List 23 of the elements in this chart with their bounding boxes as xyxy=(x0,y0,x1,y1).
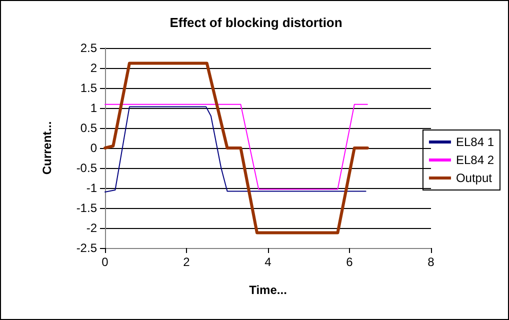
y-tick-label: -1 xyxy=(86,181,98,195)
y-tick-label: 2.5 xyxy=(80,41,98,55)
x-tick-label: 4 xyxy=(264,255,272,269)
x-tick-label: 8 xyxy=(428,255,435,269)
x-tick-label: 2 xyxy=(183,255,190,269)
y-tick-label: 0 xyxy=(90,141,98,155)
legend-label: EL84 1 xyxy=(456,135,494,149)
y-axis-title: Current... xyxy=(40,121,54,175)
y-tick-label: 1 xyxy=(90,101,98,115)
x-tick-label: 6 xyxy=(346,255,354,269)
y-tick-label: 0.5 xyxy=(80,121,98,135)
line-series xyxy=(104,62,369,234)
x-tick-label: 0 xyxy=(102,255,109,269)
y-tick-label: -2.5 xyxy=(76,241,98,255)
chart-title: Effect of blocking distortion xyxy=(170,15,342,30)
y-tick-label: 2 xyxy=(90,61,98,75)
y-tick-label: -1.5 xyxy=(76,201,98,215)
legend-label: EL84 2 xyxy=(456,153,494,167)
y-tick-label: 1.5 xyxy=(80,81,98,95)
x-axis-title: Time... xyxy=(249,283,287,297)
y-tick-label: -0.5 xyxy=(76,161,98,175)
legend-label: Output xyxy=(456,171,493,185)
y-tick-label: -2 xyxy=(86,221,98,235)
